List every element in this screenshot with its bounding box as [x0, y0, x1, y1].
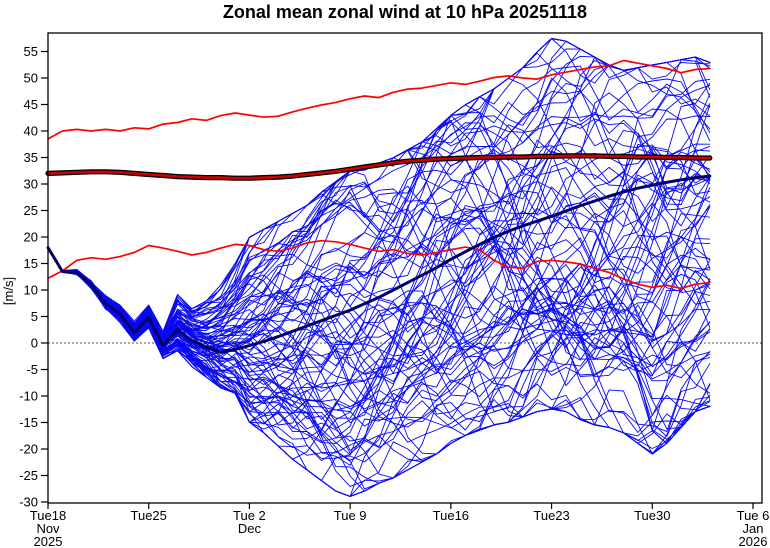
x-tick-sublabel: Dec	[238, 521, 262, 536]
y-tick-label: 15	[24, 256, 38, 271]
y-tick-label: 20	[24, 230, 38, 245]
x-tick-label: Tue 6	[737, 508, 770, 523]
y-tick-label: 45	[24, 97, 38, 112]
y-tick-label: 25	[24, 203, 38, 218]
y-tick-label: 40	[24, 124, 38, 139]
y-tick-label: 5	[31, 309, 38, 324]
x-tick-label: Tue 9	[334, 508, 367, 523]
x-tick-label: Tue25	[131, 508, 167, 523]
x-tick-label: Tue30	[634, 508, 670, 523]
y-tick-label: 10	[24, 283, 38, 298]
y-tick-label: 0	[31, 336, 38, 351]
y-tick-label: 30	[24, 177, 38, 192]
y-tick-label: -15	[19, 415, 38, 430]
y-tick-label: 50	[24, 71, 38, 86]
y-tick-label: 35	[24, 150, 38, 165]
x-tick-sublabel: 2025	[34, 534, 63, 548]
y-tick-label: -20	[19, 442, 38, 457]
y-tick-label: -5	[26, 362, 38, 377]
x-tick-label: Tue16	[433, 508, 469, 523]
x-tick-label: Tue18	[30, 508, 66, 523]
x-tick-label: Tue23	[533, 508, 569, 523]
x-tick-sublabel: Jan	[743, 521, 764, 536]
x-tick-sublabel: Nov	[36, 521, 60, 536]
x-tick-sublabel: 2026	[739, 534, 768, 548]
y-tick-label: 55	[24, 44, 38, 59]
chart-title: Zonal mean zonal wind at 10 hPa 20251118	[222, 2, 588, 22]
x-tick-label: Tue 2	[233, 508, 266, 523]
y-tick-label: -30	[19, 495, 38, 510]
y-tick-label: -25	[19, 468, 38, 483]
y-tick-label: -10	[19, 389, 38, 404]
